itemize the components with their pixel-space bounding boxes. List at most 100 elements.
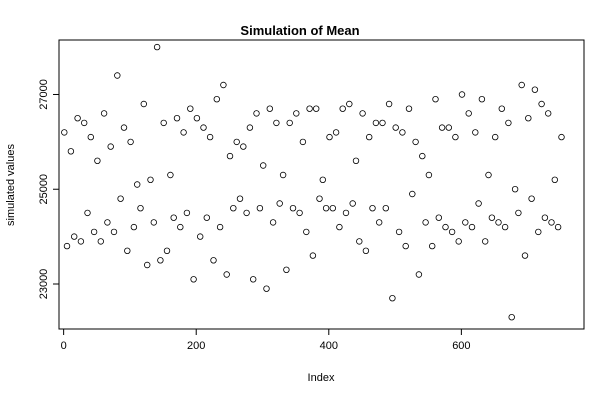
data-point	[349, 200, 356, 207]
data-point	[366, 133, 373, 141]
data-point	[133, 181, 141, 188]
data-point	[339, 105, 346, 112]
data-point	[362, 247, 370, 254]
data-point	[276, 200, 283, 207]
x-tick-label: 400	[320, 340, 338, 352]
chart-title: Simulation of Mean	[240, 23, 359, 38]
data-point	[130, 223, 138, 231]
data-point	[415, 271, 423, 278]
data-point	[246, 124, 254, 131]
data-point	[419, 152, 426, 160]
data-point	[554, 223, 562, 231]
data-point	[462, 219, 469, 226]
data-point	[326, 133, 333, 141]
x-tick-label: 600	[452, 340, 470, 352]
data-point	[289, 204, 297, 212]
data-point	[452, 133, 459, 141]
data-point	[458, 91, 466, 98]
y-tick-label: 27000	[38, 79, 50, 110]
data-point	[61, 129, 68, 136]
data-point	[114, 72, 121, 79]
data-point	[167, 171, 174, 179]
data-point	[521, 252, 529, 259]
data-point	[170, 214, 177, 221]
data-point	[435, 214, 442, 221]
data-point	[143, 261, 151, 269]
y-tick-label: 23000	[38, 269, 50, 300]
data-point	[528, 195, 535, 202]
data-point	[160, 119, 167, 127]
plot-frame	[58, 39, 585, 330]
data-point	[422, 219, 429, 226]
data-point	[240, 143, 247, 150]
data-point	[260, 162, 267, 169]
data-point	[236, 195, 244, 202]
data-point	[475, 200, 482, 207]
x-tick-label: 200	[187, 340, 205, 352]
data-point	[269, 219, 277, 226]
data-point	[104, 219, 111, 226]
data-point	[382, 204, 389, 212]
data-point	[150, 219, 157, 226]
data-point	[501, 223, 509, 231]
data-point	[505, 119, 512, 127]
data-point	[216, 223, 224, 231]
y-axis: 23000 25000 27000	[38, 79, 60, 300]
data-point	[74, 114, 81, 122]
data-point	[498, 105, 505, 112]
data-point	[266, 105, 273, 112]
data-point	[376, 219, 383, 226]
data-point	[293, 110, 300, 117]
data-point	[183, 209, 191, 217]
data-point	[90, 228, 98, 236]
data-point	[482, 238, 489, 245]
x-axis-label: Index	[308, 372, 335, 384]
data-point	[173, 114, 181, 122]
data-point	[316, 195, 323, 202]
data-point	[243, 209, 250, 217]
data-point	[508, 314, 515, 321]
data-point	[455, 238, 462, 245]
data-point	[306, 105, 313, 112]
data-point	[253, 110, 260, 117]
data-point	[263, 285, 270, 292]
data-point	[465, 110, 472, 117]
data-point	[299, 138, 307, 146]
data-point	[140, 100, 147, 108]
data-point	[405, 105, 413, 112]
data-point	[329, 204, 336, 212]
data-point	[448, 228, 456, 236]
data-point	[511, 185, 519, 193]
data-point	[283, 266, 290, 273]
data-point	[303, 228, 310, 236]
data-point	[223, 271, 230, 278]
data-point	[190, 276, 197, 283]
data-point	[233, 138, 240, 146]
data-point	[472, 129, 479, 136]
data-point	[177, 223, 184, 231]
data-point	[336, 223, 343, 231]
data-point	[445, 124, 452, 131]
data-point	[124, 247, 131, 254]
data-point	[110, 228, 118, 236]
data-point	[545, 110, 552, 117]
data-point	[468, 223, 476, 231]
data-point	[359, 110, 366, 117]
data-point	[385, 100, 393, 108]
data-point	[541, 214, 549, 221]
data-point	[87, 133, 94, 141]
data-point	[220, 81, 227, 89]
data-point	[230, 204, 237, 212]
data-point	[515, 209, 522, 217]
data-point	[332, 129, 340, 136]
data-point	[70, 233, 78, 240]
data-point	[97, 238, 104, 245]
data-point	[346, 100, 353, 108]
data-point	[226, 152, 234, 160]
data-point	[548, 219, 555, 226]
data-point	[535, 228, 542, 236]
data-point	[356, 238, 363, 245]
data-point	[379, 119, 386, 127]
data-point	[203, 214, 210, 221]
